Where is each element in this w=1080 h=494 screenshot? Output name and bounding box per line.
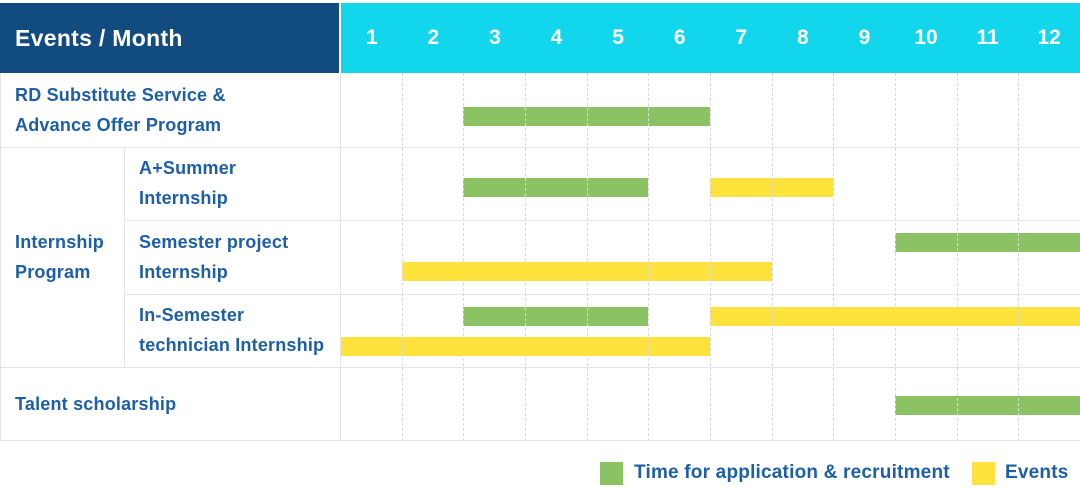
header-title: Events / Month — [15, 24, 183, 51]
row-divider — [0, 367, 1080, 368]
chart-row-in-semester-technician-internship — [340, 294, 1080, 368]
month-header-cell-3: 3 — [489, 26, 501, 49]
month-header-cell-12: 12 — [1037, 26, 1061, 49]
row-label-line: Internship — [139, 261, 229, 282]
gantt-bar-application — [463, 306, 649, 326]
row-label-line: A+Summer — [139, 158, 237, 179]
chart-row-rd-substitute-service — [340, 73, 1080, 147]
month-header-cell-2: 2 — [427, 26, 440, 49]
row-label-line: Internship — [139, 188, 229, 209]
group-column-divider — [124, 146, 125, 367]
group-label-internship-program: Internship Program — [15, 147, 119, 368]
month-header-cell-11: 11 — [976, 26, 999, 49]
gantt-bar-event — [710, 306, 1080, 326]
row-label-line: Advance Offer Program — [15, 114, 222, 135]
month-header-cell-6: 6 — [673, 26, 686, 49]
row-label-in-semester-technician-internship: In-Semester technician Internship — [139, 294, 335, 368]
row-label-line: RD Substitute Service & — [15, 84, 226, 105]
chart-row-semester-project-internship — [340, 220, 1080, 294]
month-header-cell-7: 7 — [735, 26, 748, 49]
row-label-semester-project-internship: Semester project Internship — [139, 220, 335, 294]
row-divider — [0, 146, 1080, 148]
month-header-cell-5: 5 — [612, 26, 624, 49]
month-header-cell-10: 10 — [914, 26, 938, 49]
table-bottom-border — [0, 440, 1080, 441]
legend-label-application: Time for application & recruitment — [634, 462, 950, 483]
row-divider — [124, 293, 1080, 295]
row-label-line: technician Internship — [139, 335, 325, 356]
legend-swatch-application — [600, 462, 623, 485]
gantt-bar-application — [463, 177, 649, 197]
gantt-bar-application — [895, 396, 1080, 415]
row-label-rd-substitute-service: RD Substitute Service & Advance Offer Pr… — [15, 73, 335, 147]
chart-row-talent-scholarship — [340, 367, 1080, 441]
month-header-cell-4: 4 — [550, 26, 563, 49]
gantt-bar-application — [463, 107, 710, 126]
legend-label-events: Events — [1005, 462, 1069, 483]
month-header-cell-8: 8 — [796, 26, 809, 49]
gantt-bar-event — [340, 336, 710, 356]
month-header-cell-1: 1 — [365, 26, 378, 49]
events-month-header-cell: Events / Month — [0, 3, 339, 73]
gantt-bar-event — [401, 262, 772, 281]
gantt-bar-application — [895, 233, 1080, 252]
row-label-line: Talent scholarship — [15, 393, 177, 414]
month-header-row: 1 2 3 4 5 6 7 8 9 10 11 12 — [341, 3, 1080, 73]
row-label-line: Semester project — [139, 231, 289, 252]
row-label-line: In-Semester — [139, 305, 245, 326]
chart-row-a-summer-internship — [340, 147, 1080, 221]
row-label-a-summer-internship: A+Summer Internship — [139, 147, 335, 221]
group-label-line: Program — [15, 261, 91, 282]
row-label-talent-scholarship: Talent scholarship — [15, 367, 335, 441]
month-header-cell-9: 9 — [858, 26, 871, 49]
table-left-border — [0, 73, 1, 441]
gantt-bar-event — [710, 177, 834, 197]
group-label-line: Internship — [15, 231, 105, 252]
row-divider — [124, 220, 1080, 221]
legend-swatch-events — [972, 462, 995, 485]
gantt-body: RD Substitute Service & Advance Offer Pr… — [0, 73, 1080, 441]
legend: Time for application & recruitment Event… — [0, 461, 1080, 485]
label-chart-divider — [340, 73, 341, 441]
